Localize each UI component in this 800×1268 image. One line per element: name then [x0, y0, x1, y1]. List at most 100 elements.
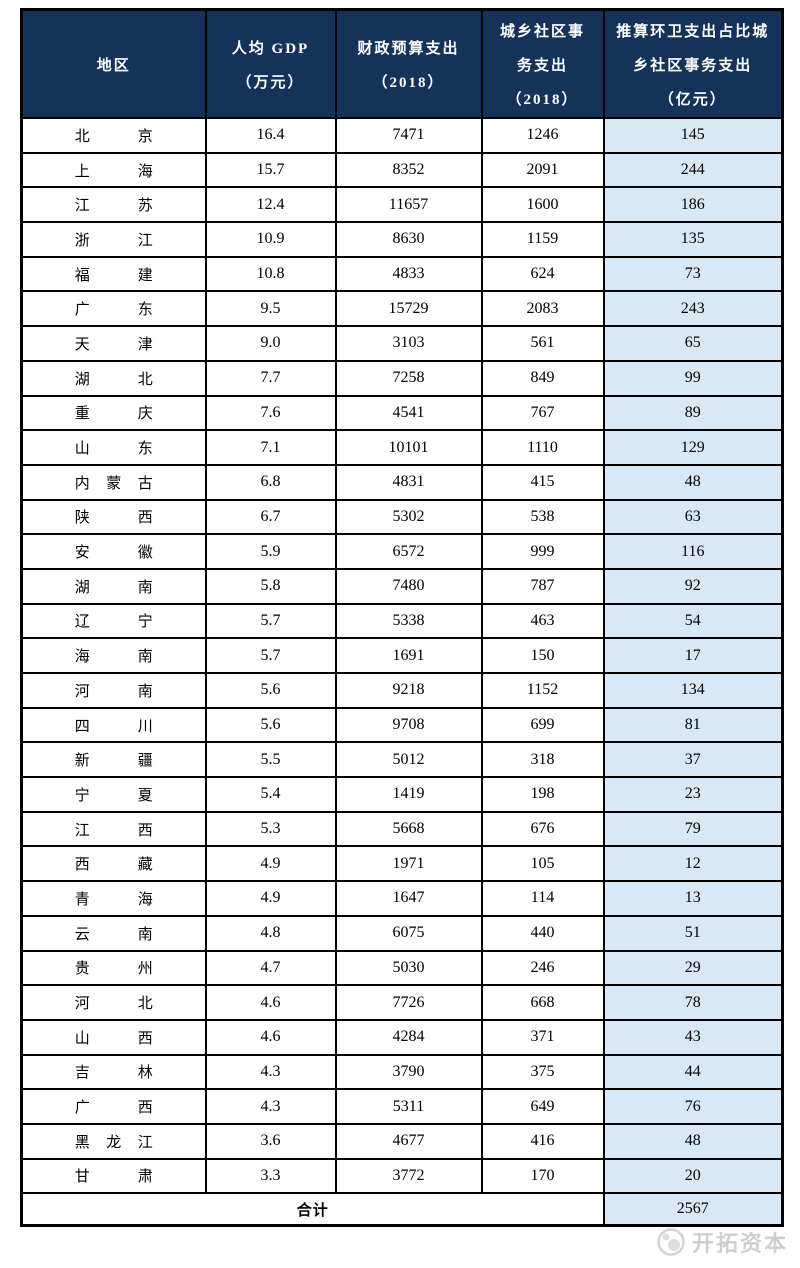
cell-budget: 7471: [334, 117, 483, 154]
table-row: 新疆 5.5 5012 318 37: [20, 741, 784, 779]
region-name: 吉林: [74, 1065, 153, 1082]
cell-sanitation: 51: [602, 914, 784, 952]
cell-budget: 1419: [334, 776, 483, 813]
total-label-cell: 合计: [20, 1192, 605, 1227]
region-name: 山东: [74, 441, 153, 458]
cell-budget: 4284: [334, 1018, 483, 1056]
cell-region: 重庆: [20, 394, 207, 432]
cell-region: 河南: [20, 672, 207, 709]
cell-gdp: 4.9: [204, 880, 337, 917]
cell-budget: 8630: [334, 221, 483, 258]
cell-community: 105: [480, 845, 605, 883]
cell-budget: 7258: [334, 359, 483, 397]
region-name: 辽宁: [74, 614, 153, 631]
cell-sanitation: 79: [602, 810, 784, 848]
region-name: 内蒙古: [74, 475, 153, 492]
table-row: 黑龙江 3.6 4677 416 48: [20, 1122, 784, 1160]
cell-gdp: 3.6: [204, 1122, 337, 1160]
region-name: 河北: [74, 996, 153, 1013]
watermark: 开拓资本: [656, 1226, 788, 1258]
province-data-table: 地区 人均 GDP （万元） 财政预算支出 （2018） 城乡社区事 务支出 （…: [20, 8, 784, 1228]
cell-sanitation: 129: [602, 429, 784, 466]
cell-sanitation: 63: [602, 498, 784, 536]
cell-budget: 15729: [334, 290, 483, 328]
cell-sanitation: 48: [602, 463, 784, 501]
cell-budget: 5302: [334, 498, 483, 536]
region-name: 黑龙江: [74, 1134, 153, 1151]
table-row: 湖南 5.8 7480 787 92: [20, 567, 784, 605]
cell-community: 318: [480, 741, 605, 779]
cell-gdp: 4.9: [204, 845, 337, 883]
cell-sanitation: 78: [602, 984, 784, 1021]
region-name: 重庆: [74, 406, 153, 423]
cell-budget: 3772: [334, 1157, 483, 1195]
cell-sanitation: 116: [602, 533, 784, 570]
region-name: 湖南: [74, 579, 153, 596]
header-gdp-per-capita: 人均 GDP （万元）: [204, 8, 337, 119]
cell-budget: 4833: [334, 255, 483, 293]
cell-gdp: 10.9: [204, 221, 337, 258]
cell-budget: 7480: [334, 567, 483, 605]
cell-budget: 4831: [334, 463, 483, 501]
table-row: 重庆 7.6 4541 767 89: [20, 394, 784, 432]
cell-sanitation: 48: [602, 1122, 784, 1160]
cell-gdp: 4.7: [204, 949, 337, 987]
table-row: 云南 4.8 6075 440 51: [20, 914, 784, 952]
cell-gdp: 5.6: [204, 706, 337, 744]
cell-community: 150: [480, 637, 605, 674]
cell-region: 河北: [20, 984, 207, 1021]
table-row: 内蒙古 6.8 4831 415 48: [20, 463, 784, 501]
cell-sanitation: 54: [602, 602, 784, 640]
cell-region: 江西: [20, 810, 207, 848]
region-name: 天津: [74, 336, 153, 353]
cell-gdp: 10.8: [204, 255, 337, 293]
cell-sanitation: 23: [602, 776, 784, 813]
region-name: 福建: [74, 267, 153, 284]
header-row: 地区 人均 GDP （万元） 财政预算支出 （2018） 城乡社区事 务支出 （…: [20, 8, 784, 119]
table-row: 辽宁 5.7 5338 463 54: [20, 602, 784, 640]
table-row: 安徽 5.9 6572 999 116: [20, 533, 784, 570]
watermark-text: 开拓资本: [691, 1231, 788, 1256]
cell-region: 海南: [20, 637, 207, 674]
table-row: 江苏 12.4 11657 1600 186: [20, 186, 784, 224]
cell-region: 云南: [20, 914, 207, 952]
cell-region: 福建: [20, 255, 207, 293]
table-row: 四川 5.6 9708 699 81: [20, 706, 784, 744]
table-row: 宁夏 5.4 1419 198 23: [20, 776, 784, 813]
region-name: 贵州: [74, 961, 153, 978]
cell-community: 170: [480, 1157, 605, 1195]
cell-region: 江苏: [20, 186, 207, 224]
table-row: 青海 4.9 1647 114 13: [20, 880, 784, 917]
region-name: 浙江: [74, 232, 153, 249]
cell-gdp: 12.4: [204, 186, 337, 224]
table-row: 上海 15.7 8352 2091 244: [20, 151, 784, 189]
cell-region: 广西: [20, 1088, 207, 1125]
cell-sanitation: 43: [602, 1018, 784, 1056]
cell-gdp: 4.8: [204, 914, 337, 952]
cell-region: 贵州: [20, 949, 207, 987]
cell-region: 新疆: [20, 741, 207, 779]
cell-community: 787: [480, 567, 605, 605]
region-name: 海南: [74, 649, 153, 666]
table-row: 江西 5.3 5668 676 79: [20, 810, 784, 848]
cell-community: 416: [480, 1122, 605, 1160]
region-name: 云南: [74, 926, 153, 943]
cell-region: 吉林: [20, 1053, 207, 1091]
table-row: 广东 9.5 15729 2083 243: [20, 290, 784, 328]
cell-budget: 4677: [334, 1122, 483, 1160]
cell-sanitation: 186: [602, 186, 784, 224]
cell-sanitation: 29: [602, 949, 784, 987]
cell-budget: 9708: [334, 706, 483, 744]
cell-sanitation: 44: [602, 1053, 784, 1091]
cell-budget: 5338: [334, 602, 483, 640]
cell-gdp: 5.8: [204, 567, 337, 605]
cell-region: 浙江: [20, 221, 207, 258]
cell-sanitation: 92: [602, 567, 784, 605]
cell-gdp: 6.7: [204, 498, 337, 536]
cell-budget: 10101: [334, 429, 483, 466]
cell-region: 广东: [20, 290, 207, 328]
cell-community: 463: [480, 602, 605, 640]
header-region-label: 地区: [96, 57, 131, 74]
cell-region: 山东: [20, 429, 207, 466]
cell-community: 1110: [480, 429, 605, 466]
